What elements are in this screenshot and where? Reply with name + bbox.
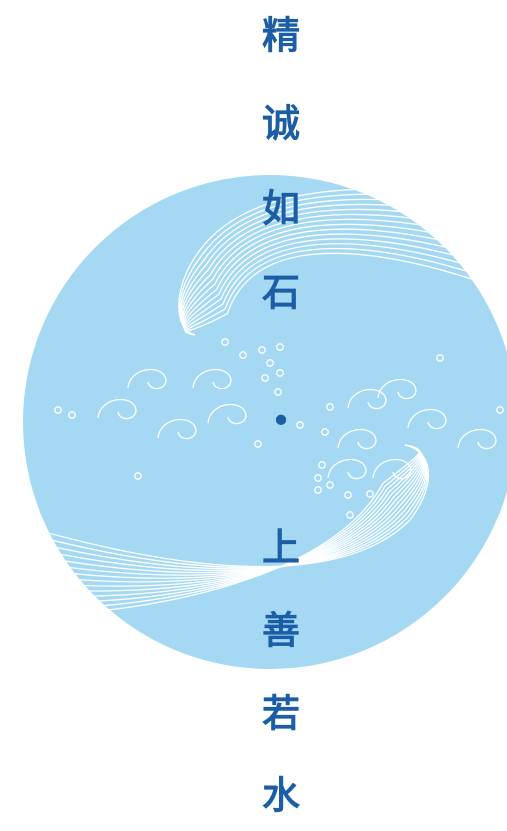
character: 如: [262, 189, 300, 231]
character: 诚: [262, 104, 300, 146]
bubble: [274, 388, 282, 396]
foam-curl: [407, 408, 447, 430]
bubble: [68, 411, 76, 419]
foam-curl: [127, 368, 167, 390]
bubble: [239, 351, 247, 359]
wave-line: [23, 444, 421, 604]
bubble: [321, 428, 329, 436]
bubble: [314, 474, 322, 482]
wave-line: [23, 444, 421, 610]
bubble: [254, 440, 262, 448]
foam-curl: [347, 388, 387, 410]
bubble: [134, 472, 142, 480]
foam-curl: [192, 368, 232, 390]
wave-line: [183, 238, 507, 336]
foam-curl: [207, 403, 247, 425]
wave-circle: [23, 175, 507, 669]
bubble: [326, 481, 334, 489]
character: 上: [262, 528, 300, 570]
character: 精: [262, 16, 300, 58]
bubble: [261, 374, 269, 382]
character: 水: [262, 776, 301, 818]
wave-line: [23, 444, 420, 617]
bubble: [366, 490, 374, 498]
character: 若: [262, 694, 300, 736]
bubble: [221, 338, 229, 346]
bubble: [314, 486, 322, 494]
wave-line: [23, 444, 425, 576]
bubble: [318, 461, 326, 469]
bubble: [496, 406, 504, 414]
wave-line: [23, 444, 425, 579]
character: 石: [262, 273, 300, 315]
wave-line: [23, 444, 424, 583]
foam-curl: [377, 378, 417, 400]
bubble: [344, 491, 352, 499]
wave-line: [23, 444, 423, 592]
character: 善: [262, 611, 300, 653]
wave-line: [23, 444, 423, 587]
bubble: [296, 421, 304, 429]
wave-line: [23, 444, 422, 598]
character: •: [274, 400, 287, 442]
bubble: [266, 359, 274, 367]
foam-curl: [97, 398, 137, 420]
foam-curl: [372, 458, 412, 480]
bubble: [276, 369, 284, 377]
foam-curl: [457, 428, 497, 450]
bubble: [436, 354, 444, 362]
wave-line: [184, 247, 507, 336]
wave-line: [184, 243, 507, 336]
wave-line: [185, 252, 507, 336]
bubble: [276, 343, 284, 351]
bubble: [54, 406, 62, 414]
foam-curl: [157, 418, 197, 440]
bubble: [258, 346, 266, 354]
foam-curl: [337, 428, 377, 450]
bubble: [326, 403, 334, 411]
bubble: [346, 511, 354, 519]
foam-curl: [327, 458, 367, 480]
